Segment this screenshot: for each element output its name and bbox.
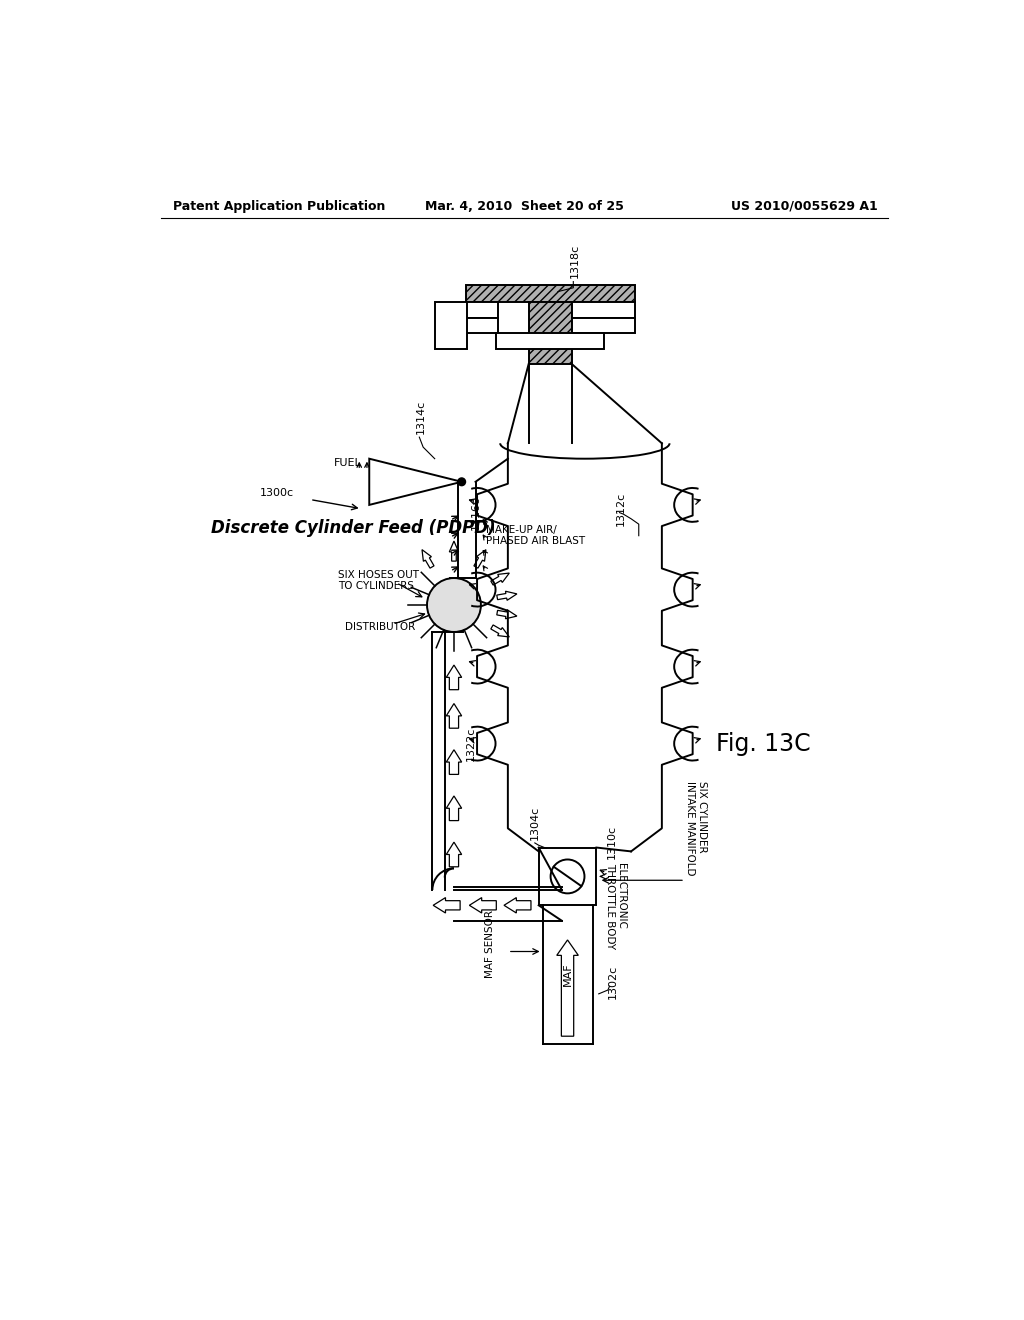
Text: 1304c: 1304c [529, 805, 540, 840]
Text: SIX HOSES OUT
TO CYLINDERS: SIX HOSES OUT TO CYLINDERS [339, 569, 420, 591]
Polygon shape [504, 898, 531, 913]
Text: Mar. 4, 2010  Sheet 20 of 25: Mar. 4, 2010 Sheet 20 of 25 [425, 199, 625, 213]
Text: 1312c: 1312c [615, 491, 626, 525]
Polygon shape [450, 541, 459, 561]
Text: MAF SENSOR: MAF SENSOR [484, 909, 495, 978]
Text: 1302c: 1302c [608, 965, 617, 999]
Bar [466, 318, 498, 333]
Bar [466, 302, 498, 318]
Text: FUEL: FUEL [334, 458, 361, 467]
Text: 1310c: 1310c [606, 825, 616, 859]
Text: ELECTRONIC
THROTTLE BODY: ELECTRONIC THROTTLE BODY [605, 863, 627, 949]
Polygon shape [490, 573, 509, 585]
Bar [497, 333, 604, 348]
Text: Patent Application Publication: Patent Application Publication [173, 199, 385, 213]
Text: 1300c: 1300c [260, 488, 294, 499]
Polygon shape [433, 898, 460, 913]
Polygon shape [446, 750, 462, 775]
Polygon shape [474, 549, 486, 568]
Polygon shape [490, 624, 509, 638]
Text: 1318c: 1318c [569, 243, 580, 277]
Bar [466, 285, 635, 302]
Text: Discrete Cylinder Feed (PDPD): Discrete Cylinder Feed (PDPD) [211, 519, 496, 537]
Circle shape [458, 478, 466, 486]
Polygon shape [497, 610, 517, 619]
Text: DISTRIBUTOR: DISTRIBUTOR [345, 622, 415, 631]
Text: Fig. 13C: Fig. 13C [716, 731, 810, 755]
Text: SIX CYLINDER
INTAKE MANIFOLD: SIX CYLINDER INTAKE MANIFOLD [685, 781, 707, 875]
Text: MAF: MAF [562, 962, 572, 986]
Bar [571, 302, 635, 318]
Polygon shape [446, 704, 462, 729]
Polygon shape [422, 549, 434, 568]
Bar [528, 302, 571, 364]
Circle shape [427, 578, 481, 632]
Polygon shape [446, 796, 462, 821]
Polygon shape [446, 842, 462, 867]
Polygon shape [497, 591, 517, 601]
Bar [571, 318, 635, 333]
Text: 1314c: 1314c [416, 400, 425, 434]
Polygon shape [557, 940, 579, 1036]
Circle shape [551, 859, 585, 894]
Polygon shape [469, 898, 497, 913]
Polygon shape [370, 459, 462, 506]
Text: MAKE-UP AIR/
PHASED AIR BLAST: MAKE-UP AIR/ PHASED AIR BLAST [486, 525, 586, 546]
Polygon shape [446, 665, 462, 689]
Bar [435, 302, 467, 348]
Text: 1316c: 1316c [471, 495, 481, 529]
Text: US 2010/0055629 A1: US 2010/0055629 A1 [731, 199, 878, 213]
Bar [539, 847, 596, 906]
Text: 1322c: 1322c [466, 726, 475, 760]
